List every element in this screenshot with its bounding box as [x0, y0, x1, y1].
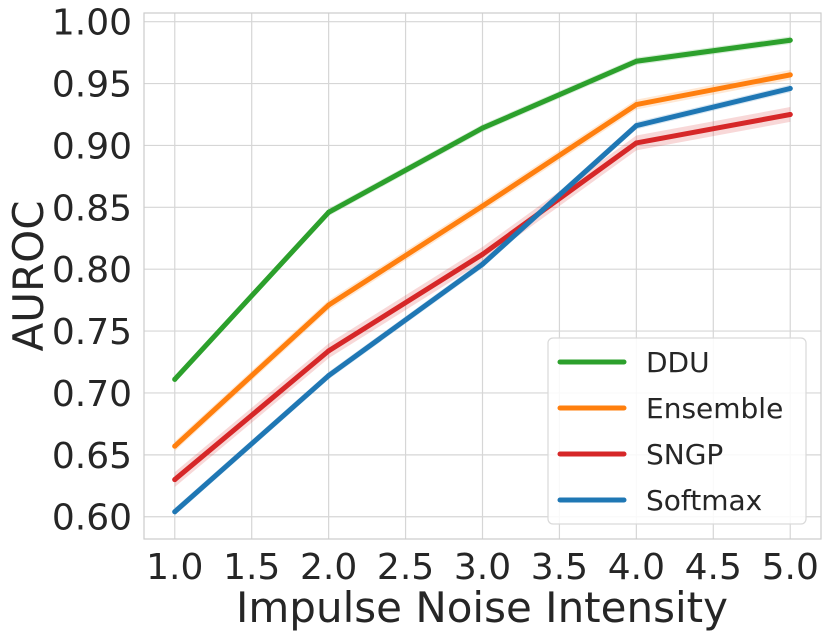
- x-axis-title: Impulse Noise Intensity: [236, 583, 728, 632]
- data-point-ddu: [480, 125, 485, 131]
- x-tick-label: 1.0: [146, 547, 203, 588]
- legend-frame: [547, 337, 807, 525]
- data-point-sngp: [326, 348, 332, 354]
- data-point-softmax: [172, 509, 178, 515]
- data-point-ensemble: [172, 443, 178, 449]
- y-tick-label: 0.85: [52, 188, 132, 229]
- y-tick-label: 0.80: [52, 250, 132, 291]
- legend-label-ddu: DDU: [646, 346, 710, 379]
- data-point-softmax: [326, 373, 332, 379]
- data-point-ddu: [633, 58, 639, 64]
- data-point-ensemble: [480, 203, 485, 209]
- y-axis-title: AUROC: [4, 200, 53, 351]
- data-point-ensemble: [633, 102, 639, 108]
- data-point-sngp: [480, 251, 485, 257]
- legend-label-ensemble: Ensemble: [646, 392, 783, 425]
- series-lines: [172, 37, 793, 515]
- data-point-ddu: [326, 209, 332, 215]
- y-tick-label: 0.60: [52, 498, 132, 539]
- data-point-softmax: [787, 85, 793, 91]
- plot-area-frame: [143, 12, 822, 540]
- x-tick-label: 4.0: [608, 547, 665, 588]
- x-tick-label: 3.5: [531, 547, 588, 588]
- data-point-softmax: [480, 261, 485, 267]
- data-point-ensemble: [326, 302, 332, 308]
- y-tick-labels: 0.60 0.65 0.70 0.75 0.80 0.85 0.90 0.95 1.00: [52, 3, 132, 539]
- x-tick-label: 5.0: [762, 547, 819, 588]
- x-tick-label: 1.5: [223, 547, 280, 588]
- legend: DDU Ensemble SNGP Softmax: [547, 337, 807, 525]
- x-tick-label: 3.0: [454, 547, 511, 588]
- y-tick-label: 0.75: [52, 312, 132, 353]
- data-point-ddu: [172, 376, 178, 382]
- x-tick-label: 2.0: [300, 547, 357, 588]
- data-point-sngp: [633, 140, 639, 146]
- x-tick-label: 2.5: [377, 547, 434, 588]
- data-point-softmax: [633, 123, 639, 129]
- legend-label-sngp: SNGP: [646, 438, 723, 471]
- x-tick-label: 4.5: [685, 547, 742, 588]
- data-point-ensemble: [787, 72, 793, 78]
- y-tick-label: 0.65: [52, 436, 132, 477]
- x-tick-labels: 1.0 1.5 2.0 2.5 3.0 3.5 4.0 4.5 5.0: [146, 547, 819, 588]
- y-tick-label: 0.70: [52, 374, 132, 415]
- y-tick-label: 0.95: [52, 65, 132, 106]
- legend-label-softmax: Softmax: [646, 484, 762, 517]
- data-point-ddu: [787, 37, 793, 43]
- y-tick-label: 0.90: [52, 126, 132, 167]
- data-point-sngp: [787, 111, 793, 117]
- data-point-sngp: [172, 477, 178, 483]
- y-tick-label: 1.00: [52, 3, 132, 44]
